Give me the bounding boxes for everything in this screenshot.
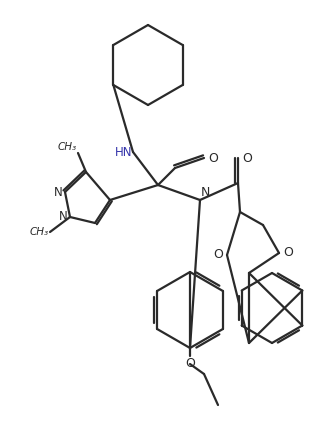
Text: O: O	[185, 357, 195, 370]
Text: O: O	[283, 247, 293, 259]
Text: CH₃: CH₃	[58, 142, 77, 152]
Text: HN: HN	[114, 146, 132, 158]
Text: N: N	[59, 210, 68, 224]
Text: CH₃: CH₃	[30, 227, 49, 237]
Text: N: N	[54, 185, 63, 199]
Text: O: O	[213, 248, 223, 262]
Text: O: O	[242, 152, 252, 164]
Text: O: O	[208, 152, 218, 164]
Text: N: N	[201, 186, 210, 199]
